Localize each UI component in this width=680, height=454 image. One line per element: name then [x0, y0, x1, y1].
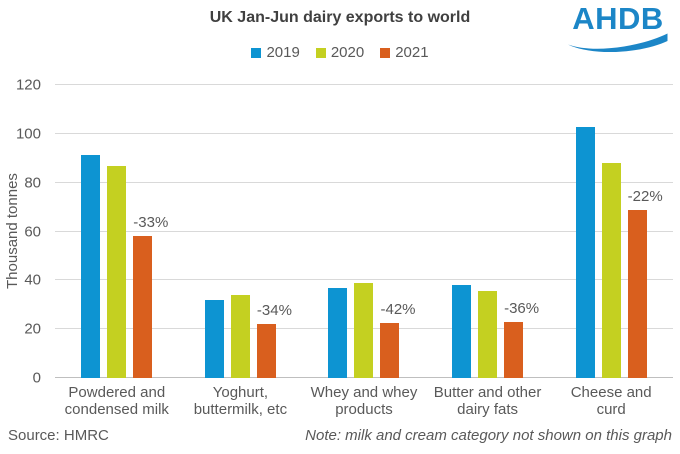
bar-2020 — [601, 163, 621, 378]
bar-group: -34% — [179, 85, 303, 378]
bar-2021 — [380, 323, 400, 378]
x-category-label-line: condensed milk — [64, 401, 169, 418]
bar-group: -42% — [302, 85, 426, 378]
ahdb-logo-wave-icon — [568, 33, 668, 52]
bar-group: -22% — [549, 85, 673, 378]
ahdb-logo-text: AHDB — [572, 1, 664, 36]
bar-2020 — [478, 291, 498, 378]
x-category-label-line: Yoghurt, — [212, 384, 269, 401]
bar-2020 — [107, 165, 127, 378]
x-category-label-line: products — [335, 401, 393, 418]
bars-row: -33% -34% -42% -36% -22% — [55, 85, 673, 378]
legend-label: 2019 — [266, 44, 300, 61]
bar-cluster: -34% — [204, 85, 292, 378]
y-tick-label: 0 — [32, 369, 41, 387]
legend: 2019 2020 2021 — [0, 44, 680, 61]
y-tick-label: 20 — [24, 320, 41, 338]
bar-group: -33% — [55, 85, 179, 378]
legend-swatch-icon — [380, 47, 391, 58]
bar-2019 — [81, 154, 101, 378]
gridline — [55, 279, 673, 281]
bar-2020 — [354, 282, 374, 378]
gridline — [55, 181, 673, 183]
y-tick-label: 100 — [15, 125, 41, 143]
bar-cluster: -22% — [575, 85, 663, 378]
x-category-label-line: Powdered and — [68, 384, 166, 401]
x-category-label-line: buttermilk, etc — [193, 401, 288, 418]
y-tick-label: 40 — [24, 271, 41, 289]
gridline — [55, 132, 673, 134]
gridline — [55, 84, 673, 85]
pct-change-label: -34% — [256, 302, 292, 320]
x-category-label-line: Whey and whey — [310, 384, 418, 401]
bar-2021 — [627, 209, 647, 378]
bar-2021 — [133, 236, 153, 378]
note-text: Note: milk and cream category not shown … — [305, 427, 672, 444]
legend-item-2021: 2021 — [380, 44, 429, 61]
legend-label: 2020 — [330, 44, 365, 61]
legend-item-2019: 2019 — [251, 44, 300, 61]
bar-2019 — [452, 285, 472, 378]
bar-2020 — [230, 294, 250, 378]
source-text: Source: HMRC — [8, 427, 109, 444]
x-category-label: Butter and other dairy fats — [426, 384, 550, 418]
x-category-label-line: curd — [596, 401, 626, 418]
x-category-label: Powdered and condensed milk — [55, 384, 179, 418]
chart-title: UK Jan-Jun dairy exports to world — [209, 9, 471, 26]
x-category-label-line: Cheese and — [570, 384, 652, 401]
pct-change-label: -22% — [627, 187, 663, 205]
bar-cluster: -36% — [452, 85, 539, 378]
legend-swatch-icon — [251, 47, 262, 58]
pct-change-label: -42% — [380, 301, 416, 319]
bar-2021 — [504, 321, 524, 378]
x-category-label-line: dairy fats — [457, 401, 518, 418]
y-tick-label: 60 — [24, 223, 41, 240]
legend-swatch-icon — [315, 47, 326, 58]
x-category-label: Whey and whey products — [302, 384, 426, 418]
x-category-label: Yoghurt, buttermilk, etc — [179, 384, 303, 418]
pct-change-label: -33% — [133, 214, 169, 232]
y-tick-label: 120 — [15, 76, 41, 94]
ahdb-logo: AHDB — [568, 1, 668, 52]
y-tick-label: 80 — [24, 174, 41, 192]
y-axis-ticks: 0 20 40 60 80 100 120 — [0, 77, 47, 387]
legend-item-2020: 2020 — [315, 44, 365, 61]
legend-label: 2021 — [395, 44, 429, 61]
x-category-label: Cheese and curd — [549, 384, 673, 418]
gridline — [55, 230, 673, 232]
bar-2019 — [204, 299, 224, 378]
bar-2021 — [256, 324, 276, 378]
pct-change-label: -36% — [504, 299, 540, 317]
x-axis-labels: Powdered and condensed milk Yoghurt, butter… — [55, 384, 673, 418]
x-category-label-line: Butter and other — [433, 384, 542, 401]
bar-2019 — [575, 126, 595, 378]
bar-2019 — [328, 287, 348, 378]
bar-cluster: -33% — [81, 85, 168, 378]
bar-cluster: -42% — [328, 85, 416, 378]
bar-group: -36% — [426, 85, 550, 378]
